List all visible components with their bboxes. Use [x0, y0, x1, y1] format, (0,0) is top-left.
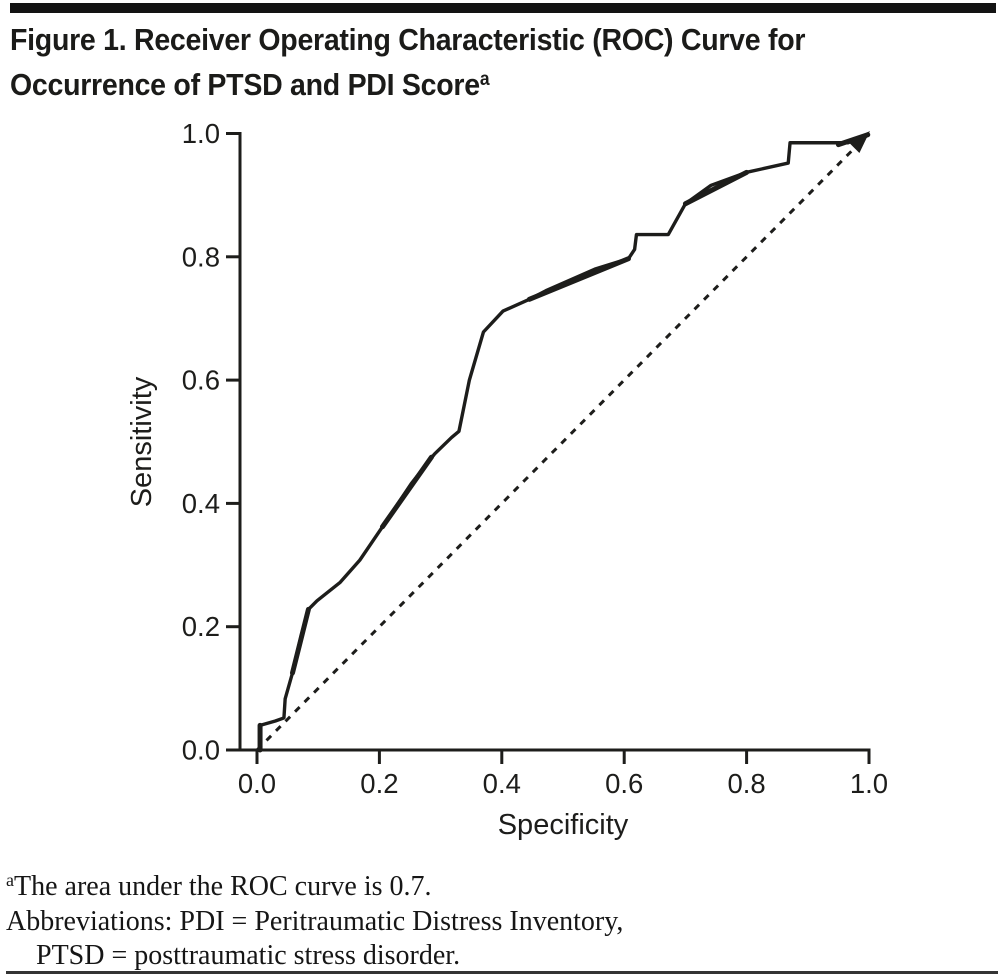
figure-bottom-rule — [6, 971, 998, 974]
x-tick-label: 0.4 — [483, 768, 521, 799]
figure-title-line1: Figure 1. Receiver Operating Characteris… — [10, 22, 806, 57]
figure-title: Figure 1. Receiver Operating Characteris… — [10, 20, 805, 104]
figure-title-superscript: a — [479, 68, 490, 90]
roc-curve-bold-segment — [526, 256, 631, 302]
footnote-abbreviations-line1: Abbreviations: PDI = Peritraumatic Distr… — [6, 905, 624, 937]
footnote-abbreviations-line2: PTSD = posttraumatic stress disorder. — [36, 940, 461, 971]
roc-curve-bold-segment — [682, 169, 750, 207]
x-tick-label: 0.0 — [238, 768, 276, 799]
y-axis-title: Sensitivity — [126, 376, 158, 507]
y-tick-label: 0.0 — [182, 735, 220, 766]
y-tick-label: 0.6 — [182, 365, 220, 396]
figure-title-line2: Occurrence of PTSD and PDI Score — [10, 66, 480, 102]
x-tick-label: 0.6 — [605, 768, 643, 799]
roc-curve-bold-segment — [379, 454, 434, 530]
footnote-auc: aThe area under the ROC curve is 0.7. — [6, 863, 623, 905]
y-tick-label: 0.8 — [182, 241, 220, 272]
roc-curve-bold-segment — [289, 606, 311, 676]
footnote-auc-text: The area under the ROC curve is 0.7. — [14, 871, 432, 902]
y-tick-label: 0.4 — [182, 488, 220, 519]
figure-footnotes: aThe area under the ROC curve is 0.7. Ab… — [6, 863, 623, 974]
x-tick-label: 1.0 — [850, 768, 888, 799]
y-tick-label: 1.0 — [182, 118, 220, 149]
figure-top-rule — [10, 3, 996, 13]
x-axis-title: Specificity — [498, 809, 629, 841]
y-tick-label: 0.2 — [182, 611, 220, 642]
x-tick-label: 0.8 — [727, 768, 765, 799]
x-tick-label: 0.2 — [360, 768, 398, 799]
diagonal-arrowhead — [848, 131, 870, 153]
reference-line — [255, 132, 871, 752]
footnote-superscript: a — [6, 870, 14, 890]
